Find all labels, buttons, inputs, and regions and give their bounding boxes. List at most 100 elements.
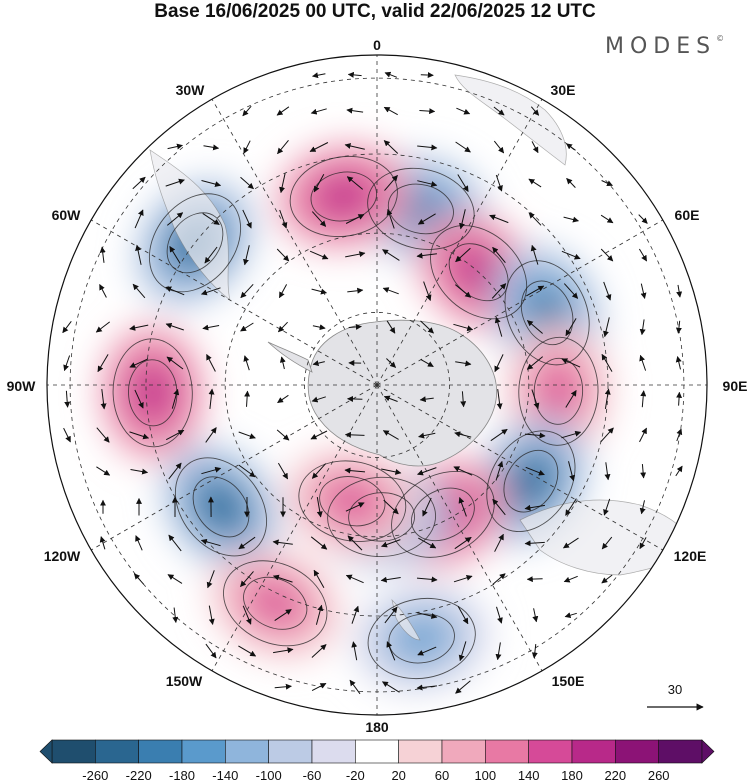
wind-arrow <box>530 106 540 116</box>
wind-arrow <box>524 540 545 547</box>
colorbar-tick-label: 180 <box>561 768 583 783</box>
wind-arrow <box>200 287 221 296</box>
streamline <box>367 167 475 250</box>
streamline <box>367 597 476 680</box>
parallel-circle <box>145 153 609 617</box>
wind-arrow <box>383 106 398 116</box>
streamline <box>518 336 599 446</box>
wind-arrow <box>165 286 185 296</box>
wind-arrow <box>166 356 184 370</box>
wind-arrow <box>240 176 254 190</box>
wind-arrow <box>279 356 286 370</box>
wind-arrow <box>494 316 503 337</box>
wind-arrow <box>129 324 149 331</box>
wind-arrow <box>526 576 543 583</box>
streamline <box>504 260 590 366</box>
wind-arrow <box>638 214 648 224</box>
wind-arrow <box>276 429 290 441</box>
wind-arrow <box>561 358 581 368</box>
streamline <box>348 492 416 542</box>
wind-arrow <box>561 430 582 439</box>
wind-arrow <box>240 283 254 299</box>
wind-arrow <box>347 287 364 294</box>
wind-arrow <box>604 388 611 409</box>
colorbar-tick-label: 60 <box>435 768 449 783</box>
wind-arrow <box>279 173 286 194</box>
wind-arrow <box>423 281 432 301</box>
wind-arrow <box>565 389 577 408</box>
wind-arrow <box>129 358 149 368</box>
wind-arrow <box>563 216 579 223</box>
wind-arrow <box>165 429 185 441</box>
streamline <box>223 560 328 647</box>
wind-arrow <box>455 360 472 367</box>
colorbar-swatch <box>138 739 183 764</box>
lon-label-30w: 30W <box>176 82 206 98</box>
wind-arrow <box>238 645 257 657</box>
wind-arrow <box>201 466 222 475</box>
colorbar-swatch <box>571 739 616 764</box>
wind-arrow <box>455 247 471 263</box>
wind-vectors <box>62 71 683 695</box>
wind-arrow <box>238 536 256 550</box>
colorbar-tick-label: 260 <box>648 768 670 783</box>
streamline <box>174 457 268 557</box>
wind-arrow <box>420 320 434 334</box>
streamline <box>503 449 559 513</box>
wind-arrow <box>311 396 326 403</box>
wind-arrow <box>601 574 613 584</box>
wind-arrow <box>562 537 579 549</box>
wind-arrow <box>603 317 610 338</box>
wind-arrow <box>272 574 293 583</box>
colorbar-max-extension <box>701 739 715 764</box>
wind-arrow <box>274 683 292 690</box>
wind-arrow <box>526 285 545 297</box>
colorbar-swatch <box>268 739 313 764</box>
wind-arrow <box>135 244 142 265</box>
brand-mark: © <box>716 34 725 43</box>
wind-arrow <box>528 212 542 226</box>
wind-arrow <box>168 534 182 552</box>
map-layers <box>47 55 707 715</box>
streamline <box>387 183 454 235</box>
wind-arrow <box>205 427 217 443</box>
wind-arrow <box>526 320 543 334</box>
wind-arrow <box>456 107 471 115</box>
wind-arrow <box>168 462 182 480</box>
lon-label-0: 0 <box>373 37 381 53</box>
wind-arrow <box>382 430 399 440</box>
streamline <box>486 430 576 533</box>
wind-arrow <box>279 209 288 229</box>
antarctica-shape <box>307 319 498 467</box>
anomaly-blob <box>531 294 563 332</box>
wind-arrow <box>129 431 150 440</box>
colorbar-swatch <box>441 739 486 764</box>
wind-arrow <box>200 538 221 547</box>
anomaly-blob <box>543 372 574 411</box>
anomaly-blob <box>402 194 440 224</box>
streamline <box>430 225 528 320</box>
wind-arrow <box>346 107 364 114</box>
streamline <box>319 476 386 527</box>
wind-arrow <box>416 576 438 583</box>
wind-arrow <box>347 535 363 551</box>
wind-arrow <box>344 143 365 150</box>
wind-arrow <box>640 390 647 408</box>
wind-arrow <box>418 432 436 439</box>
map-border <box>46 54 708 716</box>
colorbar-swatch <box>528 739 573 764</box>
wind-arrow <box>274 608 292 622</box>
wind-arrow <box>603 498 611 516</box>
colorbar-tick-label: -60 <box>303 768 322 783</box>
wind-arrow <box>453 574 473 583</box>
wind-arrow <box>454 431 472 438</box>
wind-arrow <box>243 245 250 266</box>
wind-arrow <box>640 283 647 299</box>
wind-arrow <box>381 681 400 693</box>
wind-arrow <box>417 180 438 187</box>
reference-vector-value: 30 <box>668 682 682 697</box>
wind-arrow <box>600 214 614 224</box>
anomaly-fill <box>100 143 611 692</box>
wind-arrow <box>243 355 250 371</box>
